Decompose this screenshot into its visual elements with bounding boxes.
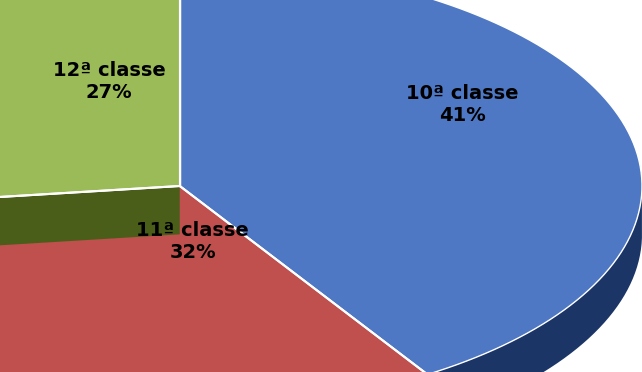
Polygon shape [0,214,428,372]
Polygon shape [180,186,428,372]
Polygon shape [0,186,428,372]
Polygon shape [0,186,180,262]
Text: 11ª classe
32%: 11ª classe 32% [136,221,249,262]
Polygon shape [428,190,642,372]
Polygon shape [180,186,428,372]
Text: 12ª classe
27%: 12ª classe 27% [53,61,166,102]
Polygon shape [180,0,642,372]
Polygon shape [0,186,180,262]
Text: 10ª classe
41%: 10ª classe 41% [406,84,519,125]
Polygon shape [0,0,180,214]
